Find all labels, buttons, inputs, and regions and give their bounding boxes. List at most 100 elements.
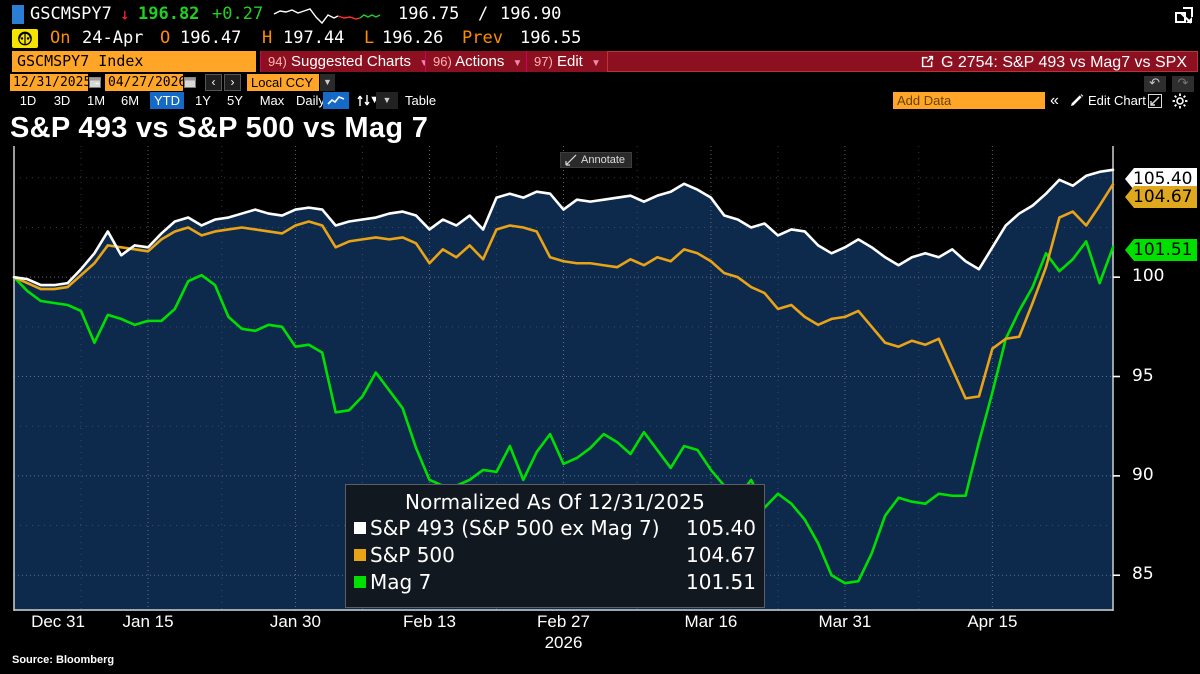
- last-price: 196.82: [138, 4, 200, 24]
- annotate-label: Annotate: [581, 154, 626, 166]
- sort-icon[interactable]: [352, 92, 376, 109]
- chart-tab-title[interactable]: G 2754: S&P 493 vs Mag7 vs SPX: [607, 51, 1198, 72]
- command-bar: GSCMSPY7 Index 94) Suggested Charts ▼ 96…: [2, 50, 1198, 73]
- range-button-1d[interactable]: 1D: [19, 93, 37, 108]
- start-date-input[interactable]: 12/31/2025: [10, 74, 91, 91]
- sparkline-icon: [273, 8, 381, 25]
- quote-header-row-1: GSCMSPY7 ↓ 196.82 +0.27 196.75 / 196.90: [0, 2, 1200, 26]
- alert-icon[interactable]: [12, 29, 38, 48]
- prev-label: Prev: [462, 28, 503, 48]
- x-axis-tick-label: Apr 15: [967, 612, 1018, 631]
- chart-svg: [12, 146, 1120, 611]
- x-axis-tick-label: Mar 31: [818, 612, 872, 631]
- legend-title: Normalized As Of 12/31/2025: [404, 490, 706, 514]
- suggested-charts-number: 94): [268, 54, 287, 69]
- x-axis-tick-label: Jan 15: [122, 612, 174, 631]
- chart-tab-title-text: G 2754: S&P 493 vs Mag7 vs SPX: [940, 54, 1187, 71]
- y-axis-tick-90: 90: [1132, 464, 1154, 485]
- range-button-5y[interactable]: 5Y: [227, 93, 243, 108]
- legend-swatch-sp493: [354, 521, 366, 534]
- table-button[interactable]: Table: [405, 93, 437, 108]
- chart-plot-area[interactable]: [0, 146, 1200, 611]
- actions-number: 96): [433, 54, 452, 69]
- low-value: 196.26: [382, 28, 444, 48]
- legend-row: S&P 500 104.67: [346, 541, 764, 568]
- source-attribution: Source: Bloomberg: [12, 654, 115, 666]
- end-date-input[interactable]: 04/27/2026: [105, 74, 186, 91]
- more-options-chevron-down-icon[interactable]: ▼: [376, 92, 398, 109]
- page-title: S&P 493 vs S&P 500 vs Mag 7: [10, 112, 429, 144]
- y-axis-tick-95: 95: [1132, 365, 1154, 386]
- actions-button[interactable]: 96) Actions ▼: [425, 51, 530, 72]
- value-tag-105.40: 105.40: [1125, 168, 1198, 190]
- expand-icon[interactable]: [1148, 94, 1162, 108]
- legend-label-sp500: S&P 500: [370, 542, 455, 567]
- frequency-chevron-down-icon[interactable]: ▼: [369, 94, 380, 106]
- collapse-panel-button[interactable]: «: [1050, 92, 1059, 109]
- legend-swatch-mag7: [354, 575, 366, 588]
- suggested-charts-label: Suggested Charts: [290, 53, 412, 70]
- external-link-icon: [921, 55, 934, 68]
- suggested-charts-button[interactable]: 94) Suggested Charts ▼: [260, 51, 437, 72]
- resize-corner-icon[interactable]: [1172, 4, 1196, 28]
- chevron-down-icon: ▼: [591, 58, 601, 69]
- value-tag-101.51: 101.51: [1125, 239, 1198, 261]
- y-axis-tick-100: 100: [1132, 266, 1165, 287]
- value-tag-104.67: 104.67: [1125, 186, 1198, 208]
- security-input[interactable]: GSCMSPY7 Index: [12, 51, 256, 72]
- annotate-button[interactable]: Annotate: [560, 152, 633, 168]
- redo-icon[interactable]: ↷: [1172, 76, 1194, 92]
- high-label: H: [262, 28, 273, 48]
- quote-header-row-2: On 24-Apr O 196.47 H 197.44 L 196.26 Pre…: [0, 26, 1200, 50]
- calendar-icon[interactable]: [184, 76, 196, 88]
- edit-button[interactable]: 97) Edit ▼: [526, 51, 608, 72]
- legend-value-sp493: 105.40: [686, 515, 756, 540]
- calendar-icon[interactable]: [89, 76, 101, 88]
- range-button-3d[interactable]: 3D: [53, 93, 71, 108]
- price-change: +0.27: [212, 4, 264, 24]
- x-axis-tick-label: Dec 31: [31, 612, 85, 631]
- open-value: 196.47: [180, 28, 242, 48]
- pencil-icon[interactable]: [1070, 94, 1084, 108]
- legend-value-sp500: 104.67: [686, 542, 756, 567]
- date-range-dash: -: [95, 75, 100, 90]
- range-button-1m[interactable]: 1M: [86, 93, 106, 108]
- chevron-down-icon: ▼: [512, 58, 523, 69]
- undo-redo-group: ↶ ↷: [1142, 74, 1194, 92]
- prev-value: 196.55: [520, 28, 582, 48]
- y-axis-tick-85: 85: [1132, 564, 1154, 585]
- bid-ask-separator: /: [478, 4, 489, 24]
- price-down-arrow-icon: ↓: [120, 4, 130, 24]
- edit-chart-button[interactable]: Edit Chart: [1088, 93, 1146, 108]
- x-axis-tick-label: Mar 16: [684, 612, 738, 631]
- range-toolbar: 1D 3D 1M 6M YTD 1Y 5Y Max Daily ▼ ▼ Tabl…: [0, 92, 1200, 110]
- annotate-icon: [565, 154, 577, 166]
- edit-number: 97): [534, 54, 553, 69]
- range-button-ytd[interactable]: YTD: [150, 92, 184, 109]
- ticker-color-swatch: [12, 5, 24, 24]
- bid-price: 196.75: [398, 4, 460, 24]
- undo-icon[interactable]: ↶: [1143, 76, 1166, 92]
- range-button-1y[interactable]: 1Y: [195, 93, 211, 108]
- ticker-symbol[interactable]: GSCMSPY7: [30, 4, 112, 24]
- range-button-6m[interactable]: 6M: [120, 93, 140, 108]
- x-axis-year-label: 2026: [544, 633, 583, 652]
- legend-value-mag7: 101.51: [686, 569, 756, 594]
- quote-date: 24-Apr: [82, 28, 144, 48]
- gear-icon[interactable]: [1172, 93, 1188, 109]
- frequency-selector[interactable]: Daily: [296, 92, 350, 109]
- edit-label: Edit: [556, 53, 583, 70]
- chart-legend: Normalized As Of 12/31/2025 S&P 493 (S&P…: [345, 484, 765, 608]
- frequency-label: Daily: [296, 93, 325, 108]
- add-data-input[interactable]: Add Data: [893, 92, 1045, 109]
- currency-selector[interactable]: Local CCY: [247, 74, 319, 91]
- legend-row: S&P 493 (S&P 500 ex Mag 7) 105.40: [346, 514, 764, 541]
- currency-chevron-down-icon[interactable]: ▼: [320, 74, 335, 91]
- chevron-down-icon: ▼: [419, 58, 429, 69]
- next-period-button[interactable]: ›: [224, 74, 241, 91]
- x-axis-tick-label: Feb 27: [537, 612, 590, 631]
- legend-row: Mag 7 101.51: [346, 568, 764, 595]
- line-chart-icon[interactable]: [323, 92, 349, 109]
- prev-period-button[interactable]: ‹: [205, 74, 222, 91]
- range-button-max[interactable]: Max: [259, 93, 285, 108]
